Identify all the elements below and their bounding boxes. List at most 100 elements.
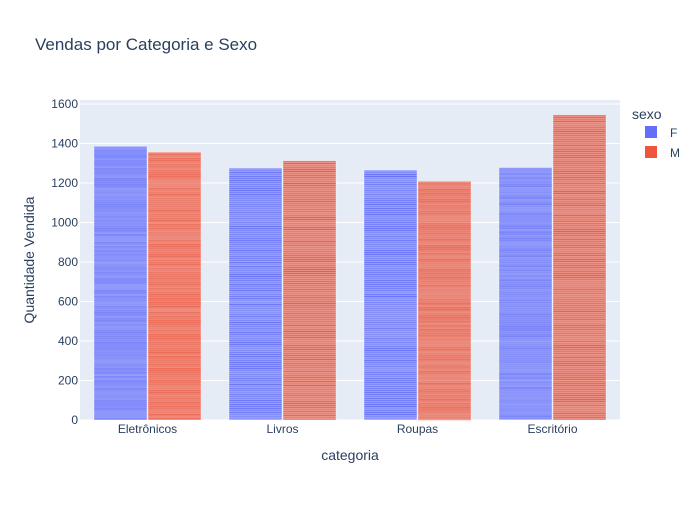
bar-stripe <box>229 394 282 396</box>
bar-stripe <box>364 330 417 332</box>
bar-stripe <box>283 384 336 386</box>
bar-stripe <box>283 342 336 344</box>
bar-F-0[interactable] <box>93 146 148 421</box>
bar-stripe <box>229 270 282 272</box>
bar-M-0[interactable] <box>147 152 202 421</box>
bar-stripe <box>283 304 336 306</box>
bar-M-2[interactable] <box>417 181 472 421</box>
bar-M-1[interactable] <box>282 160 337 421</box>
bar-stripe <box>499 385 552 387</box>
bar-stripe <box>94 230 147 232</box>
bar-stripe <box>148 300 201 302</box>
bar-stripe <box>229 400 282 402</box>
bar-stripe <box>229 402 282 404</box>
bar-stripe <box>418 337 471 339</box>
bar-stripe <box>283 344 336 346</box>
bar-stripe <box>418 249 471 251</box>
bar-stripe <box>364 416 417 418</box>
legend: sexo FM <box>632 106 680 160</box>
bar-stripe <box>283 292 336 294</box>
bar-stripe <box>499 321 552 323</box>
bar-stripe <box>94 198 147 200</box>
bar-stripe <box>148 416 201 418</box>
bar-stripe <box>94 190 147 192</box>
bar-stripe <box>94 284 147 286</box>
bar-stripe <box>418 235 471 237</box>
bar-stripe <box>553 264 606 266</box>
bar-stripe <box>94 158 147 160</box>
bar-stripe <box>283 270 336 272</box>
bar-stripe <box>283 210 336 212</box>
bar-stripe <box>148 310 201 312</box>
bar-stripe <box>553 224 606 226</box>
bar-stripe <box>148 180 201 182</box>
bar-outline <box>147 152 202 421</box>
bar-stripe <box>283 312 336 314</box>
bar-stripe <box>94 386 147 388</box>
bar-stripe <box>283 376 336 378</box>
bar-stripe <box>283 282 336 284</box>
bar-stripe <box>364 324 417 326</box>
bar-stripe <box>418 229 471 231</box>
bar-stripe <box>418 273 471 275</box>
bar-stripe <box>418 405 471 407</box>
bar-stripe <box>229 208 282 210</box>
bar-M-3[interactable] <box>552 114 607 421</box>
bar-stripe <box>364 188 417 190</box>
bar-stripe <box>148 260 201 262</box>
bar-stripe <box>553 304 606 306</box>
bar-stripe <box>499 177 552 179</box>
bar-F-3[interactable] <box>498 167 553 421</box>
bar-stripe <box>418 353 471 355</box>
y-tick-label: 0 <box>71 413 78 427</box>
bar-stripe <box>148 242 201 244</box>
bar-stripe <box>418 347 471 349</box>
bar-stripe <box>94 162 147 164</box>
bar-stripe <box>148 176 201 178</box>
bar-stripe <box>283 164 336 166</box>
bar-stripe <box>418 371 471 373</box>
bar-stripe <box>283 366 336 368</box>
bar-stripe <box>148 220 201 222</box>
bar-stripe <box>553 274 606 276</box>
bar-stripe <box>364 352 417 354</box>
bar-stripe <box>283 168 336 170</box>
bar-stripe <box>499 397 552 399</box>
bar-stripe <box>364 216 417 218</box>
bar-stripe <box>283 196 336 198</box>
bar-stripe <box>283 362 336 364</box>
bar-stripe <box>94 248 147 250</box>
legend-item-F[interactable]: F <box>645 126 677 140</box>
legend-item-M[interactable]: M <box>645 146 680 160</box>
bar-stripe <box>94 296 147 298</box>
bar-stripe <box>364 242 417 244</box>
bar-stripe <box>499 221 552 223</box>
bar-stripe <box>364 396 417 398</box>
bar-stripe <box>94 206 147 208</box>
bar-stripe <box>499 193 552 195</box>
bar-stripe <box>229 408 282 410</box>
bar-stripe <box>229 228 282 230</box>
bar-stripe <box>364 318 417 320</box>
bar-stripe <box>148 248 201 250</box>
bar-stripe <box>283 298 336 300</box>
bar-stripe <box>364 268 417 270</box>
bar-stripe <box>364 220 417 222</box>
bar-stripe <box>553 242 606 244</box>
bar-F-1[interactable] <box>228 167 283 421</box>
bar-stripe <box>283 198 336 200</box>
bar-stripe <box>418 253 471 255</box>
bar-F-2[interactable] <box>363 169 418 421</box>
bar-stripe <box>148 362 201 364</box>
bar-stripe <box>553 300 606 302</box>
bar-stripe <box>94 146 147 148</box>
bar-stripe <box>283 230 336 232</box>
bar-stripe <box>553 334 606 336</box>
bar-stripe <box>283 184 336 186</box>
y-tick-label: 800 <box>58 255 78 269</box>
bar-stripe <box>364 348 417 350</box>
bar-stripe <box>148 340 201 342</box>
bar-stripe <box>229 204 282 206</box>
bar-stripe <box>283 224 336 226</box>
